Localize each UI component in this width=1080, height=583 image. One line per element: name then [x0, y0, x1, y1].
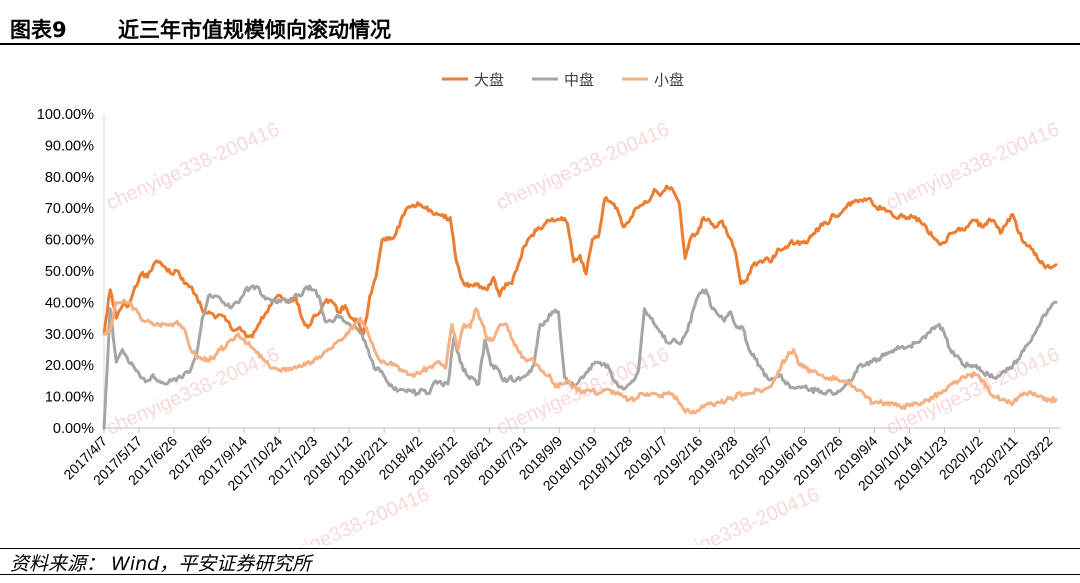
watermark-text: chenyige338-200416 [883, 118, 1063, 214]
watermark-text: chenyige338-200416 [103, 118, 283, 214]
watermark-text: chenyige338-200416 [1033, 483, 1080, 545]
watermark-text: chenyige338-200416 [643, 483, 823, 545]
series-line-中盘 [102, 284, 1058, 430]
figure-title: 近三年市值规模倾向滚动情况 [118, 18, 391, 42]
header-divider [0, 43, 1080, 45]
y-tick-label: 30.00% [45, 327, 94, 343]
legend-label: 中盘 [564, 71, 594, 89]
y-tick-label: 100.00% [37, 107, 94, 123]
y-tick-label: 20.00% [45, 358, 94, 374]
watermark-text: chenyige338-200416 [883, 343, 1063, 439]
watermark-text: chenyige338-200416 [103, 343, 283, 439]
y-tick-label: 90.00% [45, 138, 94, 154]
source-divider-bottom [0, 574, 1080, 575]
y-tick-label: 60.00% [45, 233, 94, 249]
y-tick-label: 70.00% [45, 201, 94, 217]
series-line-大盘 [102, 184, 1058, 339]
line-chart-area: chenyige338-200416 chenyige338-200416 chen… [0, 50, 1080, 580]
figure-number: 图表9 [10, 18, 67, 42]
y-tick-label: 10.00% [45, 390, 94, 406]
y-tick-label: 0.00% [53, 421, 94, 437]
series-lines [102, 184, 1058, 430]
legend-label: 小盘 [654, 71, 684, 89]
source-divider-top [0, 548, 1080, 549]
y-axis: 0.00% 10.00% 20.00% 30.00% 40.00% 50.00% 60.00… [37, 107, 105, 437]
chart-legend: 大盘 中盘 小盘 [442, 71, 684, 89]
watermark-text: chenyige338-200416 [253, 483, 433, 545]
source-note: 资料来源： Wind，平安证券研究所 [10, 553, 312, 575]
y-tick-label: 40.00% [45, 295, 94, 311]
figure-header: 图表9 近三年市值规模倾向滚动情况 [0, 0, 1080, 46]
series-line-小盘 [102, 298, 1058, 415]
x-axis: 2017/4/72017/5/172017/6/262017/8/52017/9… [60, 427, 1060, 494]
legend-label: 大盘 [474, 71, 504, 89]
y-tick-label: 80.00% [45, 170, 94, 186]
line-chart: chenyige338-200416 chenyige338-200416 chen… [37, 71, 1080, 580]
y-tick-label: 50.00% [45, 264, 94, 280]
